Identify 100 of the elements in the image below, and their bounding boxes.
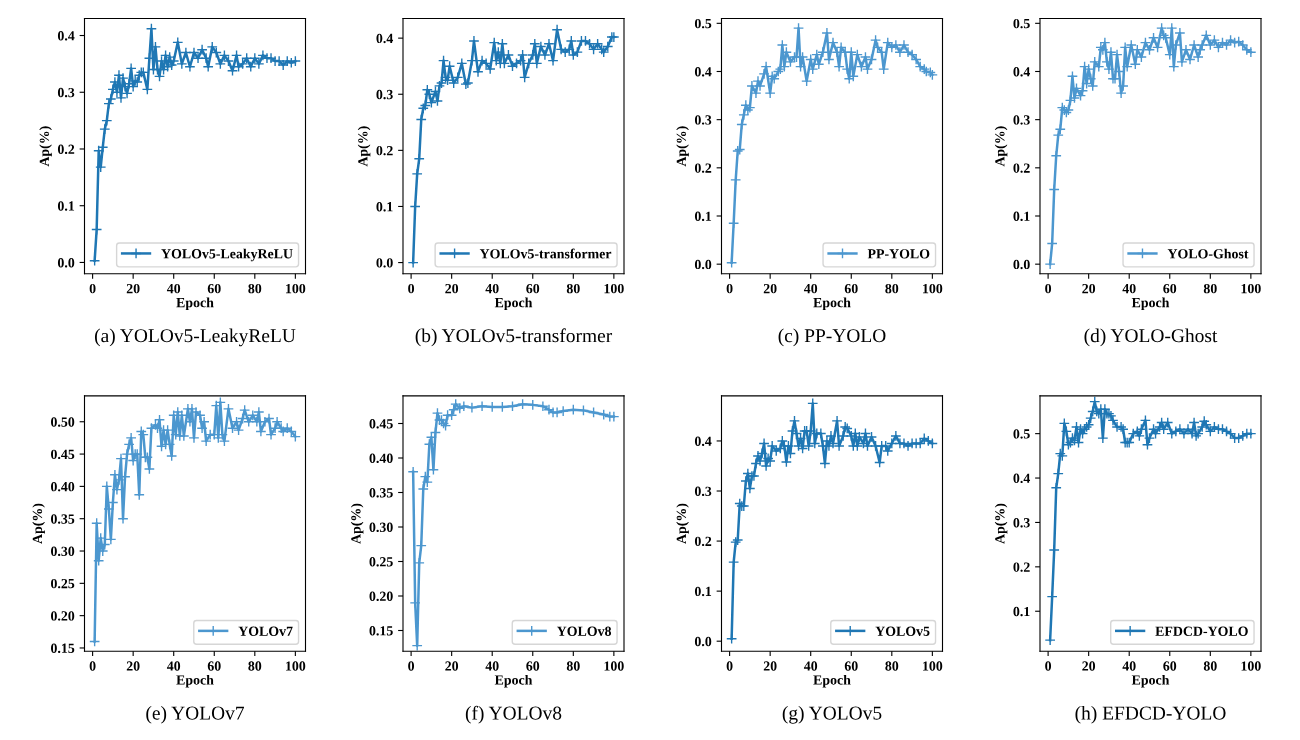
y-tick-label: 0.2	[694, 536, 712, 547]
x-tick-label: 80	[1203, 661, 1217, 671]
y-axis-title: Ap(%)	[357, 126, 371, 167]
y-tick-label: 0.35	[369, 488, 393, 498]
x-tick-label: 60	[1163, 283, 1177, 294]
y-tick-label: 0.5	[694, 18, 712, 29]
x-tick-label: 100	[1241, 283, 1261, 294]
legend-label: PP-YOLO	[867, 249, 930, 259]
legend-label: YOLOv7	[238, 626, 293, 636]
y-axis-title: Ap(%)	[350, 503, 364, 544]
y-tick-label: 0.25	[51, 578, 75, 589]
x-tick-label: 40	[485, 661, 499, 671]
x-tick-label: 60	[1163, 661, 1177, 671]
text: (h) EFDCD-YOLO	[1075, 705, 1226, 724]
x-tick-label: 20	[1082, 283, 1096, 294]
x-tick-label: 40	[166, 661, 181, 671]
y-tick-label: 0.20	[51, 611, 75, 621]
y-tick-label: 0.1	[57, 201, 75, 211]
text: (d) YOLO-Ghost	[1084, 328, 1218, 347]
x-tick-label: 20	[763, 661, 777, 671]
x-tick-label: 80	[248, 661, 262, 671]
x-tick-label: 80	[1203, 283, 1217, 294]
text: (c) PP-YOLO	[778, 328, 886, 347]
y-tick-label: 0.30	[51, 546, 75, 557]
y-tick-label: 0.3	[376, 89, 393, 100]
y-tick-label: 0.0	[1013, 259, 1030, 270]
y-tick-label: 0.20	[369, 591, 393, 602]
y-tick-label: 0.35	[51, 514, 75, 524]
x-tick-label: 80	[566, 661, 580, 671]
y-tick-label: 0.2	[1013, 562, 1030, 572]
x-tick-label: 40	[803, 283, 818, 294]
x-tick-label: 0	[408, 283, 415, 294]
y-tick-label: 0.4	[1013, 473, 1031, 484]
y-tick-label: 0.0	[376, 258, 393, 268]
x-tick-label: 80	[885, 661, 899, 671]
y-tick-label: 0.45	[51, 449, 75, 460]
x-tick-label: 100	[286, 661, 306, 671]
text: (f) YOLOv8	[465, 705, 562, 724]
x-tick-label: 40	[1122, 661, 1136, 671]
x-tick-label: 80	[885, 283, 899, 294]
x-tick-label: 0	[89, 283, 96, 294]
y-axis-title: Ap(%)	[39, 126, 52, 167]
y-axis-title: Ap(%)	[994, 126, 1008, 167]
y-tick-label: 0.40	[369, 453, 393, 464]
y-tick-label: 0.4	[376, 33, 394, 44]
x-axis-title: Epoch	[1131, 297, 1170, 311]
y-tick-label: 0.3	[694, 486, 712, 497]
x-tick-label: 20	[1082, 661, 1096, 671]
text: (g) YOLOv5	[782, 705, 882, 724]
y-tick-label: 0.1	[1013, 211, 1030, 222]
x-tick-label: 100	[923, 283, 943, 294]
legend-label: EFDCD-YOLO	[1155, 626, 1248, 636]
y-tick-label: 0.40	[51, 481, 75, 492]
legend-label: YOLOv5-transformer	[479, 248, 612, 259]
y-tick-label: 0.2	[57, 144, 75, 154]
y-axis-title: Ap(%)	[994, 503, 1008, 544]
y-tick-label: 0.3	[694, 115, 712, 125]
y-tick-label: 0.2	[1013, 163, 1030, 173]
y-tick-label: 0.30	[369, 522, 393, 533]
legend-label: YOLOv5	[875, 626, 930, 636]
x-tick-label: 20	[126, 283, 140, 294]
y-tick-label: 0.25	[369, 557, 393, 567]
x-tick-label: 40	[803, 661, 818, 671]
x-tick-label: 60	[844, 283, 858, 294]
x-tick-label: 80	[248, 283, 262, 294]
x-tick-label: 100	[923, 661, 943, 671]
x-tick-label: 0	[1045, 283, 1052, 294]
y-tick-label: 0.1	[1013, 606, 1030, 617]
legend-label: YOLO-Ghost	[1167, 248, 1249, 259]
x-tick-label: 40	[485, 283, 499, 294]
y-tick-label: 0.0	[57, 258, 75, 268]
y-tick-label: 0.4	[1013, 67, 1031, 77]
y-tick-label: 0.2	[376, 145, 393, 156]
y-tick-label: 0.45	[369, 419, 393, 429]
x-axis-title: Epoch	[176, 297, 214, 311]
y-tick-label: 0.50	[51, 417, 75, 427]
x-axis-title: Epoch	[813, 674, 851, 688]
x-tick-label: 100	[286, 283, 306, 294]
x-tick-label: 60	[207, 283, 221, 294]
x-axis-title: Epoch	[813, 297, 851, 311]
y-tick-label: 0.15	[369, 626, 393, 636]
text: (a) YOLOv5-LeakyReLU	[94, 328, 296, 347]
y-tick-label: 0.15	[51, 643, 75, 653]
y-tick-label: 0.3	[1013, 115, 1030, 125]
y-tick-label: 0.0	[694, 636, 712, 647]
x-axis-title: Epoch	[176, 674, 214, 688]
x-tick-label: 20	[763, 283, 777, 294]
legend-label: YOLOv8	[556, 626, 612, 636]
x-tick-label: 0	[726, 283, 733, 294]
x-tick-label: 60	[207, 661, 221, 671]
x-tick-label: 0	[1045, 661, 1052, 671]
x-tick-label: 0	[408, 661, 415, 671]
x-tick-label: 0	[89, 661, 96, 671]
text: (b) YOLOv5-transformer	[415, 328, 613, 347]
legend-label: YOLOv5-LeakyReLU	[161, 248, 293, 262]
y-axis-title: Ap(%)	[676, 503, 689, 544]
x-tick-label: 60	[526, 661, 540, 671]
y-tick-label: 0.1	[376, 202, 393, 212]
y-tick-label: 0.5	[1013, 18, 1030, 29]
x-axis-title: Epoch	[1131, 674, 1170, 688]
